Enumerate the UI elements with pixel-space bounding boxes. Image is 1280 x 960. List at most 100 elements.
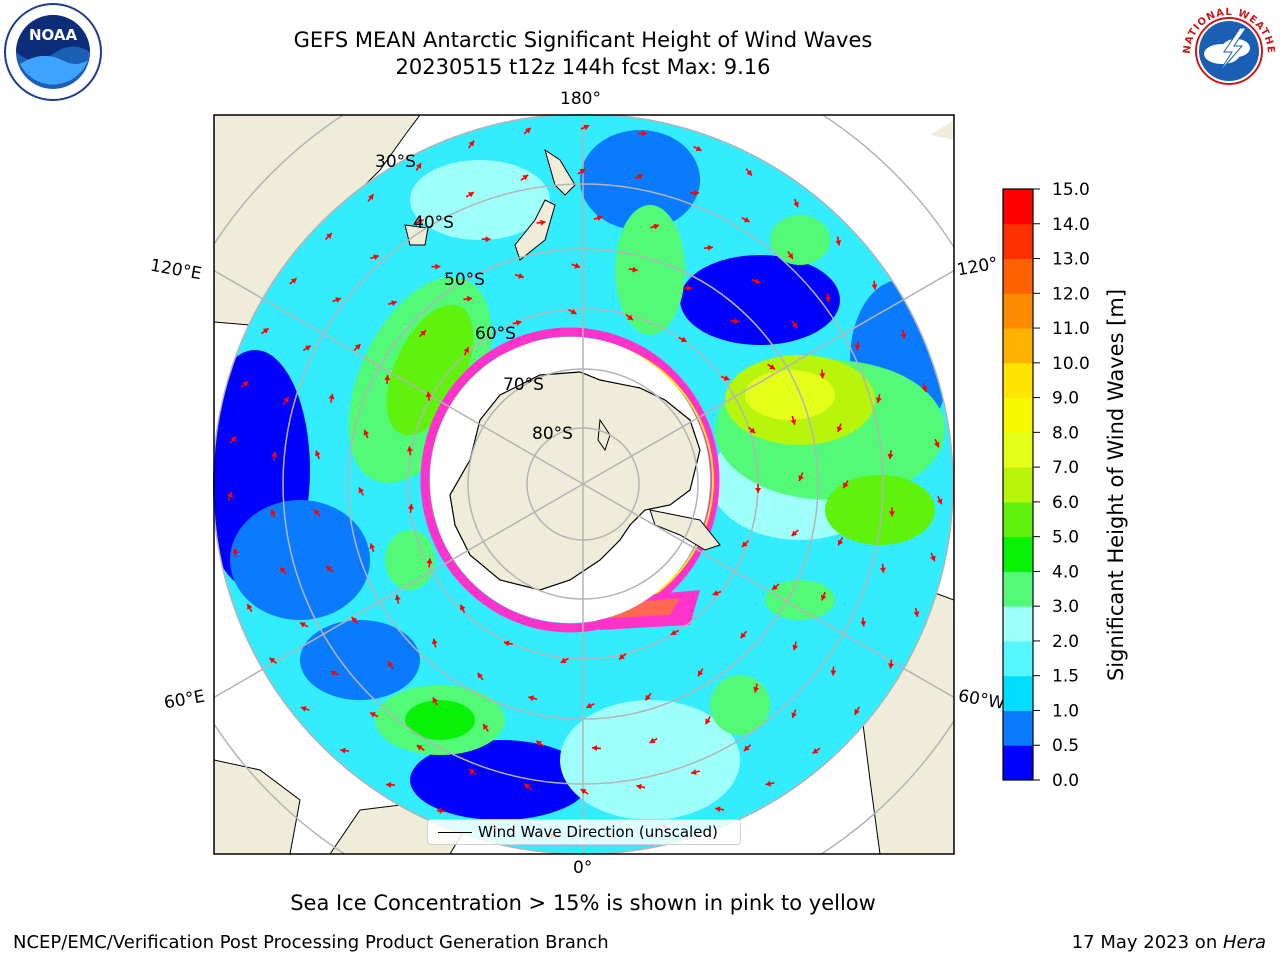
wave-direction-arrowhead bbox=[574, 262, 581, 269]
wave-direction-arrowhead bbox=[740, 632, 747, 639]
colorbar: 0.0 0.5 1.0 1.5 2.0 3.0 4.0 5.0 6.0 7.0 8.0 9.0 10.0… bbox=[1002, 180, 1090, 790]
colorbar-tick-label: 1.5 bbox=[1052, 667, 1079, 687]
wave-direction-arrowhead bbox=[388, 661, 394, 668]
wave-direction-arrowhead bbox=[477, 672, 483, 679]
wave-direction-arrowhead bbox=[503, 640, 510, 647]
wave-direction-arrowhead bbox=[326, 565, 333, 572]
wave-direction-arrowhead bbox=[641, 130, 647, 137]
wave-direction-arrowhead bbox=[469, 769, 475, 775]
wave-direction-arrowhead bbox=[432, 697, 438, 704]
wave-direction-arrowhead bbox=[522, 174, 529, 181]
wave-direction-arrowhead bbox=[368, 194, 374, 200]
wave-direction-arrowhead bbox=[262, 328, 269, 334]
noaa-logo-text: NOAA bbox=[29, 26, 78, 44]
wave-direction-arrowhead bbox=[798, 475, 804, 481]
wave-direction-arrowhead bbox=[425, 391, 432, 397]
wave-direction-arrowhead bbox=[930, 555, 936, 562]
wave-direction-arrowhead bbox=[579, 168, 586, 175]
colorbar-band bbox=[1003, 258, 1033, 294]
wave-direction-arrowhead bbox=[619, 653, 625, 660]
wave-direction-arrowhead bbox=[226, 491, 233, 498]
colorbar-tick-label: 2.0 bbox=[1052, 632, 1079, 652]
wave-direction-arrowhead bbox=[436, 807, 443, 814]
wave-direction-arrowhead bbox=[627, 314, 633, 321]
wave-direction-arrowhead bbox=[315, 450, 321, 457]
wave-direction-arrowhead bbox=[791, 322, 798, 328]
colorbar-band bbox=[1003, 328, 1033, 364]
colorbar-band bbox=[1003, 467, 1033, 503]
wave-direction-arrowhead bbox=[536, 740, 543, 747]
sea-ice-caption: Sea Ice Concentration > 15% is shown in … bbox=[290, 891, 876, 915]
lat-label-40s: 40°S bbox=[413, 213, 454, 233]
wave-direction-arrowhead bbox=[637, 174, 644, 180]
wave-direction-arrowhead bbox=[843, 482, 849, 489]
legend-line-swatch bbox=[438, 832, 472, 833]
footer-date: 17 May 2023 on Hera bbox=[1072, 932, 1266, 953]
wave-direction-arrowhead bbox=[426, 558, 433, 564]
wave-direction-arrowhead bbox=[406, 446, 413, 452]
wave-direction-arrowhead bbox=[242, 381, 249, 387]
wave-direction-arrowhead bbox=[330, 670, 337, 677]
wave-direction-arrowhead bbox=[290, 278, 297, 284]
wave-direction-arrowhead bbox=[746, 169, 752, 176]
wave-direction-arrowhead bbox=[435, 263, 441, 270]
colorbar-band bbox=[1003, 362, 1033, 399]
wave-direction-arrowhead bbox=[772, 584, 778, 590]
antarctica-land bbox=[449, 371, 701, 591]
lat-label-60s: 60°S bbox=[475, 324, 516, 344]
wave-direction-arrowhead bbox=[271, 451, 278, 457]
wave-direction-arrowhead bbox=[819, 373, 826, 379]
wave-direction-arrowhead bbox=[232, 548, 239, 554]
wave-direction-arrowhead bbox=[386, 781, 392, 788]
wave-direction-arrowhead bbox=[560, 657, 567, 663]
wave-direction-arrowhead bbox=[835, 240, 842, 246]
wave-direction-arrowhead bbox=[723, 375, 730, 381]
wave-direction-arrowhead bbox=[793, 201, 799, 208]
wave-direction-arrowhead bbox=[645, 694, 651, 701]
wave-direction-arrowhead bbox=[384, 375, 391, 381]
wave-direction-arrowhead bbox=[755, 488, 761, 493]
wave-direction-arrowhead bbox=[680, 336, 687, 342]
africa-land bbox=[214, 759, 301, 854]
wave-direction-arrowhead bbox=[591, 745, 598, 752]
colorbar-tick-label: 14.0 bbox=[1052, 215, 1090, 235]
wave-direction-arrowhead bbox=[524, 783, 531, 790]
colorbar-tick-label: 9.0 bbox=[1052, 389, 1079, 409]
wave-direction-arrowhead bbox=[820, 594, 827, 601]
lon-label-180: 180° bbox=[560, 89, 601, 109]
wave-direction-arrowhead bbox=[790, 419, 797, 425]
wave-direction-arrowhead bbox=[299, 622, 306, 628]
wave-direction-arrowhead bbox=[415, 163, 422, 169]
colorbar-band bbox=[1003, 675, 1033, 711]
wave-direction-arrowhead bbox=[328, 393, 335, 400]
wave-direction-arrowhead bbox=[420, 330, 426, 336]
wave-direction-arrowhead bbox=[518, 273, 524, 279]
wave-direction-arrowhead bbox=[363, 429, 370, 436]
colorbar-tick-label: 0.5 bbox=[1052, 736, 1079, 756]
wave-direction-arrowhead bbox=[854, 344, 861, 351]
wave-direction-arrowhead bbox=[270, 509, 277, 516]
wave-direction-arrowhead bbox=[715, 806, 721, 813]
wave-direction-arrowhead bbox=[791, 530, 798, 537]
wave-direction-arrowhead bbox=[791, 712, 797, 718]
colorbar-tick-label: 6.0 bbox=[1052, 493, 1079, 513]
wave-direction-arrowhead bbox=[653, 223, 660, 230]
colorbar-label: Significant Height of Wind Waves [m] bbox=[1104, 288, 1128, 682]
wave-direction-arrowhead bbox=[463, 347, 469, 353]
wave-direction-arrowhead bbox=[743, 745, 750, 751]
wave-direction-arrowhead bbox=[812, 748, 819, 754]
wave-direction-arrowhead bbox=[416, 745, 423, 751]
wave-direction-arrowhead bbox=[460, 604, 466, 611]
wave-direction-arrowhead bbox=[540, 219, 546, 226]
wave-direction-arrowhead bbox=[391, 300, 397, 307]
wave-direction-arrowhead bbox=[754, 278, 761, 284]
colorbar-band bbox=[1003, 571, 1033, 607]
colorbar-band bbox=[1003, 189, 1033, 225]
colorbar-band bbox=[1003, 536, 1033, 572]
wave-direction-arrowhead bbox=[580, 789, 587, 795]
legend-label: Wind Wave Direction (unscaled) bbox=[478, 823, 718, 841]
wave-direction-arrowhead bbox=[649, 737, 656, 743]
colorbar-tick-label: 3.0 bbox=[1052, 597, 1079, 617]
wave-direction-arrowhead bbox=[698, 670, 704, 677]
wave-direction-arrowhead bbox=[792, 644, 799, 651]
